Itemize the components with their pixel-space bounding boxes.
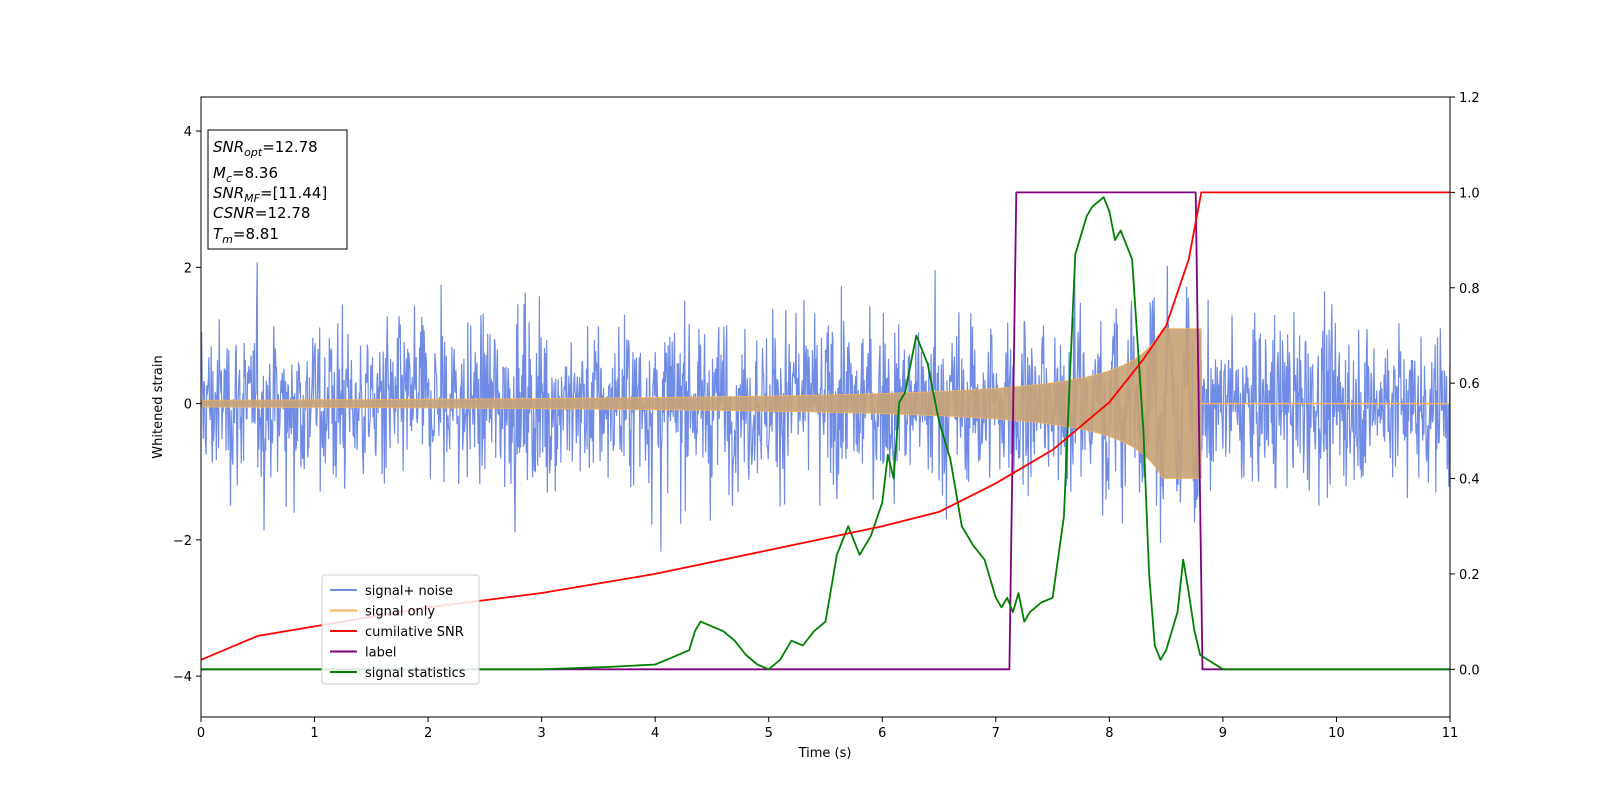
x-tick-label: 3 bbox=[537, 726, 545, 741]
series-signal-noise bbox=[201, 262, 1450, 552]
legend-label: signal+ noise bbox=[365, 584, 453, 599]
x-tick-label: 6 bbox=[878, 726, 886, 741]
x-tick-label: 10 bbox=[1328, 726, 1345, 741]
y-left-tick-label: −4 bbox=[173, 670, 192, 685]
y-left-tick-label: 4 bbox=[184, 125, 192, 140]
info-snr-mf: SNRMF=[11.44] bbox=[213, 184, 327, 205]
y-axis-title: Whitened strain bbox=[151, 355, 166, 458]
y-left-tick-label: 2 bbox=[184, 261, 192, 276]
y-right-tick-label: 0.6 bbox=[1459, 377, 1480, 392]
y-left-tick-label: −2 bbox=[173, 534, 192, 549]
series-signal-statistics bbox=[201, 196, 1450, 671]
x-tick-label: 2 bbox=[424, 726, 432, 741]
legend-label: signal only bbox=[365, 605, 435, 620]
x-tick-label: 0 bbox=[197, 726, 205, 741]
x-tick-label: 8 bbox=[1105, 726, 1113, 741]
x-tick-label: 7 bbox=[992, 726, 1000, 741]
legend: signal+ noise signal only cumilative SNR la… bbox=[321, 574, 480, 685]
x-tick-label: 4 bbox=[651, 726, 659, 741]
info-snr-opt: SNRopt=12.78 bbox=[213, 138, 318, 159]
x-tick-label: 1 bbox=[310, 726, 318, 741]
legend-label: signal statistics bbox=[365, 666, 466, 681]
x-tick-label: 9 bbox=[1219, 726, 1227, 741]
info-tm: Tm=8.81 bbox=[213, 225, 279, 246]
info-box: SNRopt=12.78 Mc=8.36 SNRMF=[11.44] CSNR=… bbox=[207, 129, 348, 250]
legend-label: label bbox=[365, 646, 396, 661]
y-right-tick-label: 0.0 bbox=[1459, 663, 1480, 678]
y-right-tick-label: 0.4 bbox=[1459, 473, 1480, 488]
plot-frame bbox=[200, 96, 1451, 718]
y-left-tick-label: 0 bbox=[184, 398, 192, 413]
info-mc: Mc=8.36 bbox=[213, 164, 278, 185]
x-tick-label: 11 bbox=[1442, 726, 1459, 741]
y-right-tick-label: 1.2 bbox=[1459, 91, 1480, 106]
x-axis-title: Time (s) bbox=[798, 746, 852, 761]
y-right-tick-label: 0.8 bbox=[1459, 282, 1480, 297]
legend-label: cumilative SNR bbox=[365, 625, 464, 640]
y-right-tick-label: 0.2 bbox=[1459, 568, 1480, 583]
info-csnr: CSNR=12.78 bbox=[213, 204, 310, 222]
x-tick-label: 5 bbox=[765, 726, 773, 741]
y-right-tick-label: 1.0 bbox=[1459, 186, 1480, 201]
series-signal-only bbox=[201, 328, 1202, 479]
